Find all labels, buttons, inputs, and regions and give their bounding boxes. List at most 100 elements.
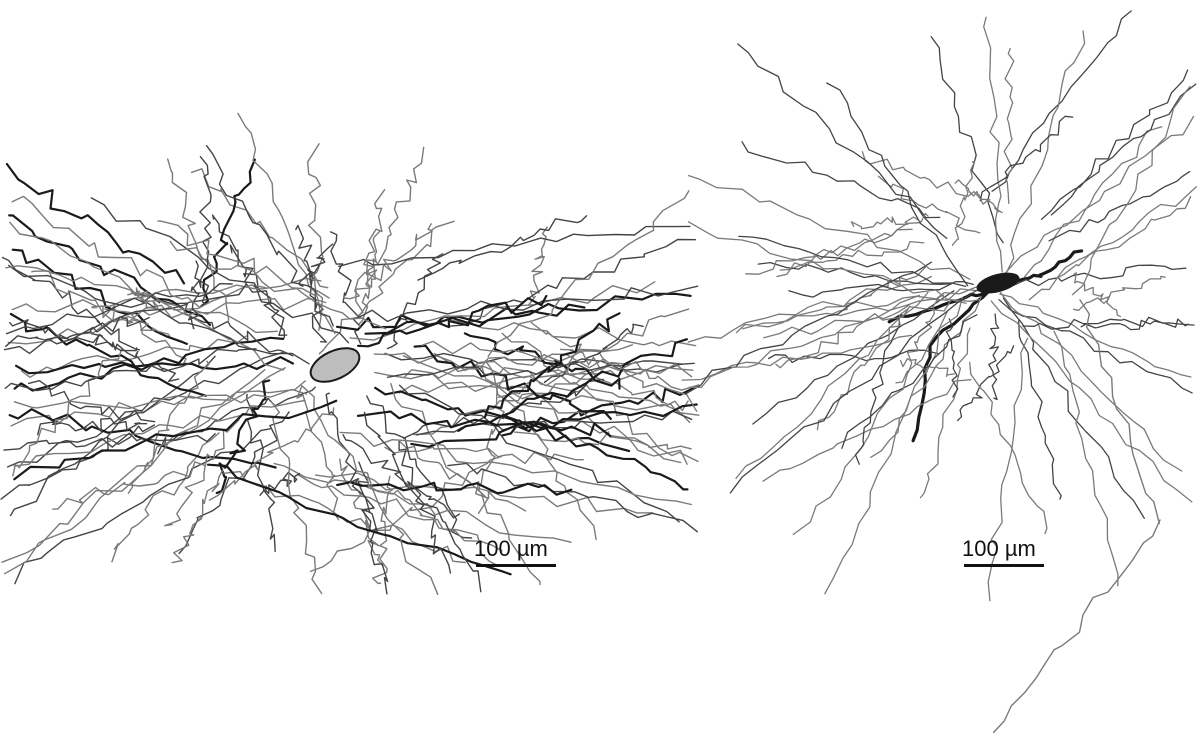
left-dendrite [13,388,307,410]
left-dendrite [386,253,444,350]
left-dendrite [363,411,482,593]
left-dendrite [3,432,216,451]
left-dendrite [421,340,693,378]
left-soma [309,347,361,383]
right-dendrite [987,337,1029,602]
left-dendrite [37,417,148,436]
right-primary-dendrite [1038,249,1084,277]
left-dendrite [398,365,694,394]
left-dendrite [127,360,210,494]
left-dendrite [11,277,322,313]
left-dendrite [318,220,455,355]
left-dendrite [487,190,690,358]
left-dendrite [297,473,503,552]
left-dendrite [90,197,350,344]
right-dendrite [737,43,948,240]
right-dendrite [1018,320,1062,500]
left-dendrite [366,477,498,567]
right-neuron-drawing [681,10,1197,734]
left-dendrite [298,243,334,287]
left-dendrite [5,283,233,335]
left-dendrite [357,294,548,348]
right-dendrite [763,298,981,339]
right-dendrite [919,327,971,499]
right-dendrite [741,141,941,219]
right-dendrite [979,115,1074,202]
left-dendrite [445,238,697,328]
right-dendrite [757,261,953,285]
left-dendrite [12,348,123,477]
left-dendrite [205,145,334,327]
right-scale-bar-label: 100 µm [962,536,1036,561]
left-dendrite [206,463,512,576]
right-dendrite [861,151,991,201]
left-dendrite [343,223,433,300]
right-long-process [1079,299,1160,525]
right-dendrite [969,361,1048,535]
right-dendrite [745,228,913,275]
left-dendrite [27,348,257,390]
right-dendrite [951,160,975,246]
left-dendrite [349,281,656,341]
right-dendrite [688,174,971,280]
right-long-process [992,519,1161,734]
right-dendrite [792,296,964,536]
left-dendrite [356,285,699,323]
left-dendrite [211,214,285,339]
left-dendrite [497,308,690,398]
left-dendrite [52,461,206,510]
right-soma [976,272,1020,294]
left-dendrite [90,332,180,382]
left-dendrite [15,356,294,375]
right-dendrite [999,292,1183,472]
left-dendrite [342,434,460,519]
left-dendrite [410,403,698,448]
left-dendrite [8,264,310,365]
left-dendrite [104,298,327,319]
right-dendrite [1028,186,1197,301]
left-dendrite [501,414,689,491]
left-dendrite [13,399,338,481]
left-dendrite [7,351,284,468]
left-dendrite [483,312,621,419]
left-neuron-panel: 100 µm [0,112,700,595]
right-dendrite [1003,47,1015,204]
left-dendrite [364,292,692,335]
right-dendrite [1022,316,1195,330]
left-dendrite [169,240,387,330]
left-dendrite [11,195,201,309]
left-dendrite [200,158,256,308]
right-dendrite [779,240,925,271]
left-dendrite [513,431,692,450]
left-dendrite [127,287,159,310]
right-dendrite [854,316,901,465]
left-dendrite [355,189,386,317]
right-dendrite [988,313,1000,401]
right-dendrite [1012,264,1187,287]
right-dendrite [998,115,1195,281]
left-dendrite [463,332,621,390]
left-dendrite [1,256,140,351]
left-dendrite [417,215,588,281]
right-dendrite [1073,272,1122,318]
left-dendrite [208,407,335,501]
right-dendrite [684,261,933,395]
left-dendrite [13,336,285,392]
left-dendrite [190,168,329,289]
left-dendrite [296,385,340,521]
left-dendrite [358,230,381,328]
left-dendrite [384,352,683,373]
right-dendrite [877,175,981,234]
right-dendrite [899,358,955,378]
left-dendrite [270,400,323,595]
right-dendrite [762,379,972,482]
right-dendrite [826,82,969,287]
left-dendrite [373,352,612,385]
right-dendrite [1072,275,1166,311]
right-dendrite [850,212,929,230]
right-dendrite [930,36,1004,244]
left-dendrite [309,455,502,573]
left-dendrite [157,220,330,299]
left-dendrite [443,316,697,347]
left-dendrite [370,146,425,288]
